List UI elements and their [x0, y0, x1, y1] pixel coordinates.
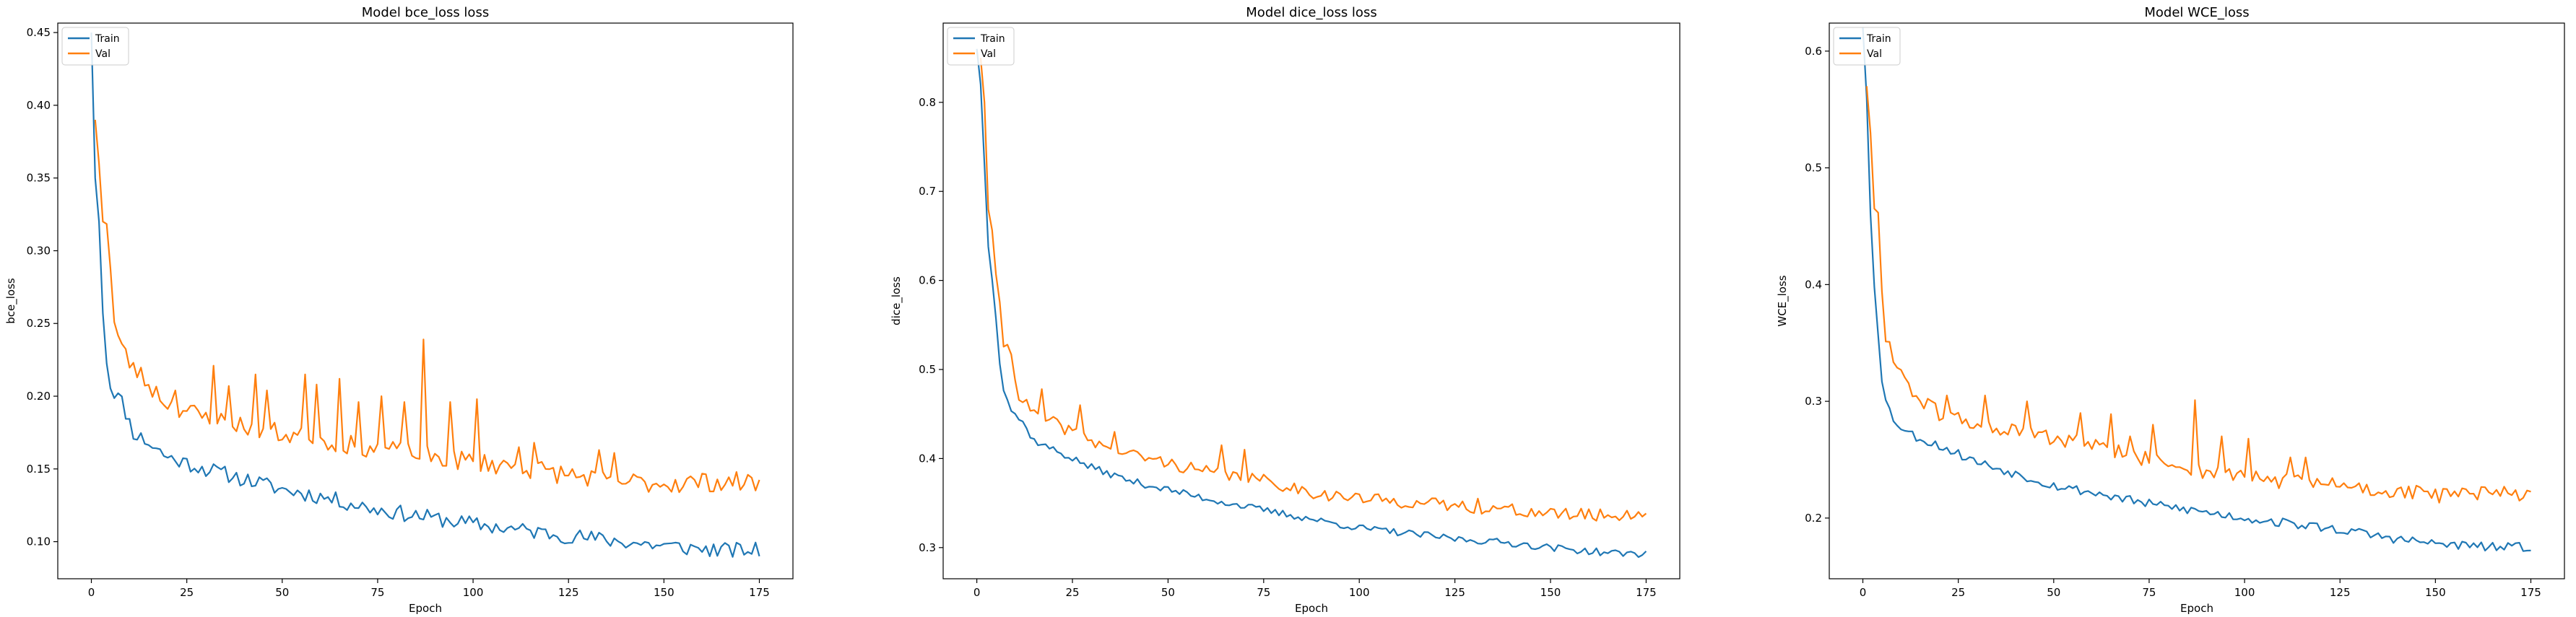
y-tick-label: 0.40 [27, 99, 51, 112]
subplot-bce-loss: 0 25 50 75 100 125 150 175 0.10 0.15 0.20 0.25 0.30 0… [4, 5, 794, 615]
x-tick-label: 175 [749, 586, 770, 599]
y-tick-label: 0.20 [27, 390, 51, 403]
x-tick-label: 0 [88, 586, 95, 599]
subplot-wce-loss: 0 25 50 75 100 125 150 175 0.2 0.3 0.4 0.5 0.6 Model … [1776, 5, 2565, 615]
legend-label-val: Val [981, 48, 996, 60]
x-tick-label: 175 [2520, 586, 2541, 599]
legend: Train Val [61, 27, 129, 66]
legend-box [1833, 27, 1901, 66]
x-tick-label: 150 [654, 586, 675, 599]
x-tick-label: 100 [463, 586, 484, 599]
x-axis-label: Epoch [409, 602, 442, 615]
legend: Train Val [1833, 27, 1901, 66]
y-tick-label: 0.3 [919, 541, 936, 554]
x-tick-label: 50 [275, 586, 289, 599]
x-tick-label: 50 [1161, 586, 1175, 599]
axes-frame [1829, 22, 2565, 579]
y-tick-label: 0.7 [919, 185, 936, 198]
series-line-val [979, 58, 1647, 522]
chart-title: Model dice_loss loss [1246, 5, 1376, 20]
x-tick-label: 125 [558, 586, 579, 599]
y-tick-label: 0.3 [1805, 395, 1822, 408]
x-tick-label: 125 [2330, 586, 2351, 599]
x-tick-label: 25 [1951, 586, 1965, 599]
y-tick-label: 0.15 [27, 463, 51, 476]
legend-label-val: Val [95, 48, 110, 60]
subplot-dice-loss: 0 25 50 75 100 125 150 175 0.3 0.4 0.5 0.6 0.7 0.8 Mod… [890, 5, 1681, 615]
x-tick-label: 150 [2425, 586, 2446, 599]
x-tick-label: 150 [1540, 586, 1561, 599]
y-tick-label: 0.6 [1805, 45, 1822, 58]
legend-label-train: Train [1866, 33, 1891, 45]
x-axis-label: Epoch [1295, 602, 1328, 615]
y-tick-label: 0.4 [919, 452, 936, 465]
y-axis-label: WCE_loss [1776, 275, 1790, 326]
legend: Train Val [947, 27, 1015, 66]
axes-frame [942, 22, 1681, 579]
x-tick-label: 25 [180, 586, 194, 599]
x-tick-label: 25 [1065, 586, 1079, 599]
y-tick-label: 0.6 [919, 274, 936, 287]
y-tick-label: 0.30 [27, 244, 51, 257]
legend-label-train: Train [95, 33, 120, 45]
x-tick-label: 100 [1349, 586, 1370, 599]
x-tick-label: 75 [2142, 586, 2156, 599]
y-axis-label: bce_loss [4, 278, 18, 324]
x-tick-label: 75 [370, 586, 384, 599]
y-tick-label: 0.5 [919, 363, 936, 376]
x-tick-label: 100 [2234, 586, 2255, 599]
y-tick-label: 0.45 [27, 26, 51, 39]
x-tick-label: 175 [1636, 586, 1657, 599]
chart-title: Model WCE_loss [2144, 5, 2249, 20]
x-axis-label: Epoch [2180, 602, 2213, 615]
axes-frame [57, 22, 794, 579]
legend-label-val: Val [1867, 48, 1882, 60]
y-axis-label: dice_loss [890, 276, 903, 325]
chart-title: Model bce_loss loss [362, 5, 489, 20]
x-tick-label: 125 [1444, 586, 1465, 599]
series-line-val [1865, 86, 2531, 504]
y-tick-label: 0.10 [27, 535, 51, 548]
legend-label-train: Train [980, 33, 1005, 45]
y-tick-label: 0.2 [1805, 512, 1822, 525]
y-tick-label: 0.5 [1805, 162, 1822, 175]
y-tick-label: 0.25 [27, 317, 51, 330]
legend-box [61, 27, 129, 66]
y-tick-label: 0.35 [27, 172, 51, 185]
x-tick-label: 50 [2047, 586, 2060, 599]
series-line-train [976, 48, 1647, 559]
series-line-train [90, 32, 760, 558]
series-line-val [94, 119, 760, 494]
y-tick-label: 0.4 [1805, 278, 1822, 291]
legend-box [947, 27, 1015, 66]
x-tick-label: 0 [1860, 586, 1867, 599]
x-tick-label: 0 [973, 586, 981, 599]
series-line-train [1862, 27, 2531, 552]
y-tick-label: 0.8 [919, 96, 936, 109]
x-tick-label: 75 [1257, 586, 1270, 599]
